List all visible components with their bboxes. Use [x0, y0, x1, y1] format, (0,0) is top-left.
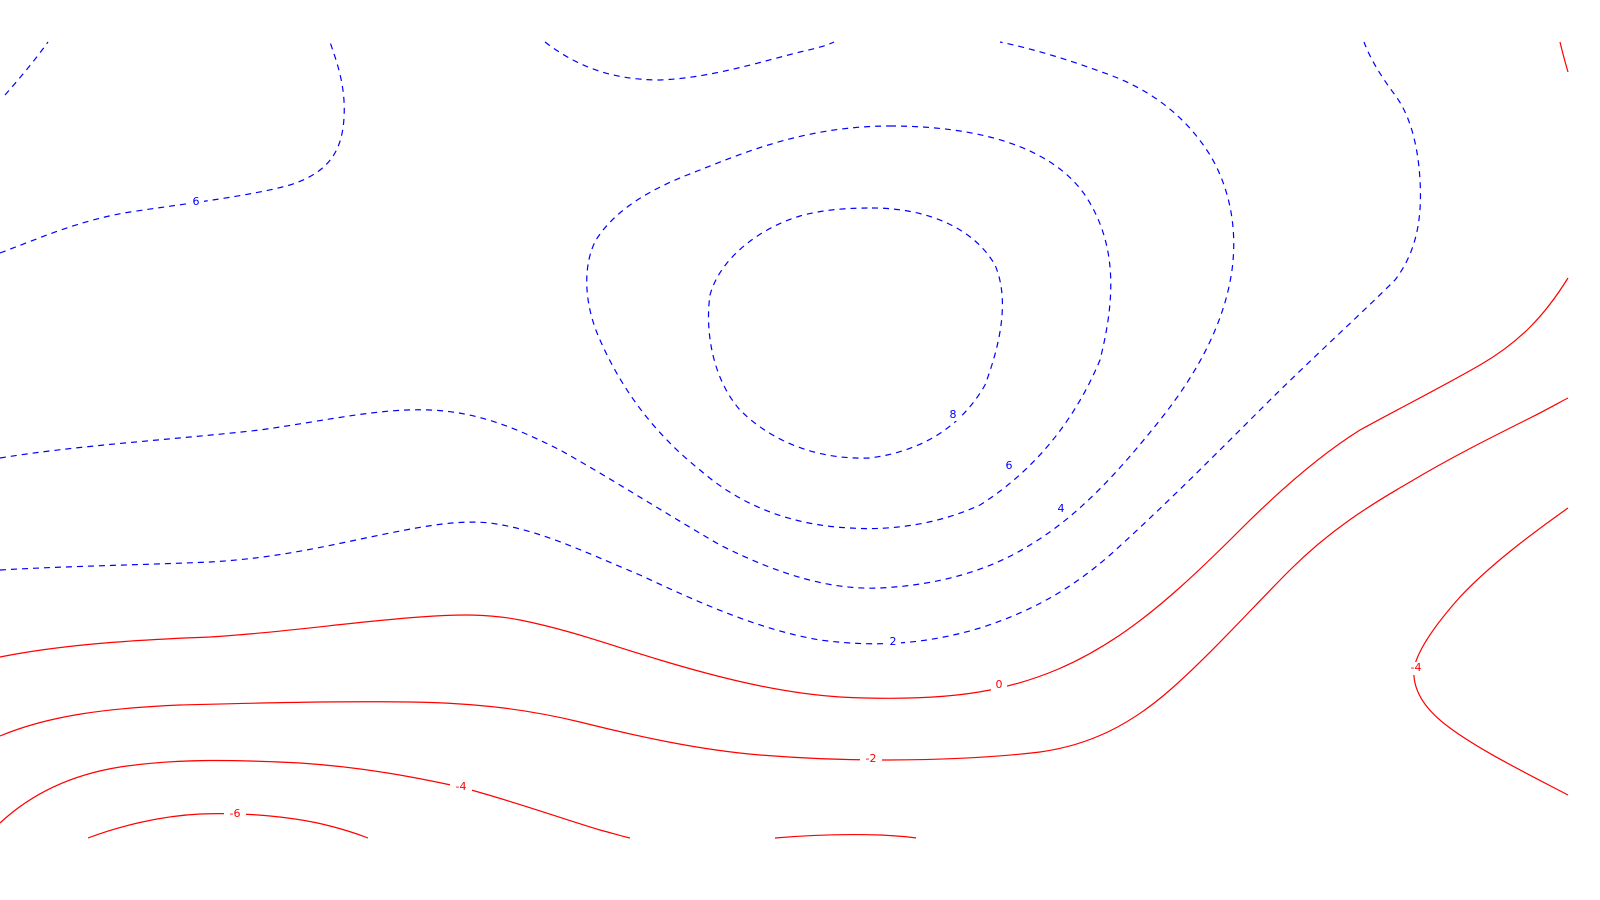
contour-label-0: 0: [996, 678, 1003, 691]
contour-line-0: [0, 277, 1569, 699]
contour-line-6-top: [544, 41, 835, 81]
label-bg: [224, 807, 246, 820]
label-bg: [188, 195, 204, 208]
contour-label-neg-2: -2: [866, 752, 877, 765]
contour-line-neg-4-right: [1413, 507, 1569, 796]
label-bg: [860, 752, 882, 765]
contour-label-2: 2: [890, 635, 897, 648]
contour-line-6-leftedge: [4, 41, 49, 96]
contour-line-6-center: [586, 125, 1112, 530]
label-bg: [450, 780, 472, 793]
contour-label-6-center: 6: [1006, 459, 1013, 472]
contour-label-neg-4-right: -4: [1411, 661, 1422, 674]
contour-line-6-topleft: [0, 41, 345, 254]
label-bg: [1053, 502, 1069, 515]
contour-label-8: 8: [950, 408, 957, 421]
contour-line-bottom-segment: [774, 834, 917, 839]
contour-label-4: 4: [1058, 502, 1065, 515]
contour-line-neg-2: [0, 397, 1569, 761]
contour-label-6-topleft: 6: [193, 195, 200, 208]
contour-labels: 6 8 6 4 2 0 -2 -4 -4 -6: [188, 195, 1427, 820]
contour-line-8: [707, 207, 1004, 459]
label-bg: [885, 635, 901, 648]
contour-line-topright-segment: [1559, 41, 1569, 73]
contour-line-neg-6: [87, 813, 369, 839]
contour-line-neg-4-left: [0, 759, 631, 839]
label-bg: [991, 678, 1007, 691]
contour-line-2: [0, 41, 1422, 645]
contour-label-neg-6: -6: [230, 807, 241, 820]
label-bg: [1001, 460, 1017, 473]
contour-line-4: [0, 41, 1235, 589]
label-bg: [945, 408, 961, 421]
contour-label-neg-4-left: -4: [456, 780, 467, 793]
label-bg: [1405, 662, 1427, 675]
